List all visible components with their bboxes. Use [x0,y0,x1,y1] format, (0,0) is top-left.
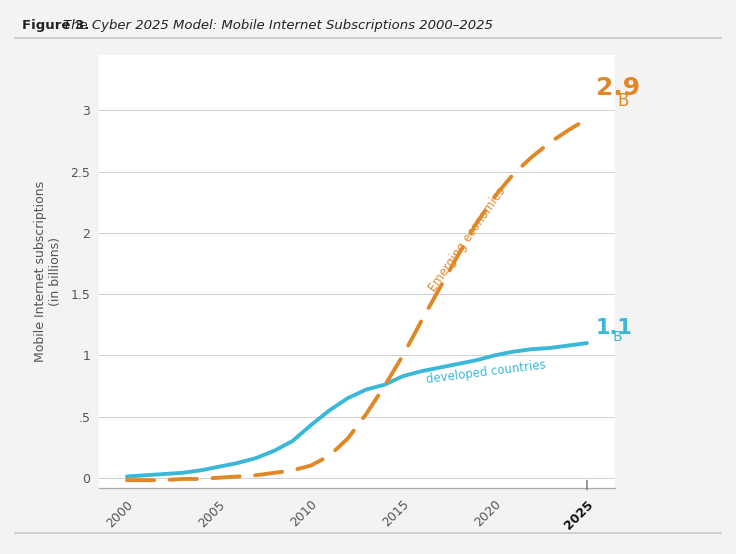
Text: B: B [618,92,629,110]
Text: B: B [613,330,623,344]
Y-axis label: Mobile Internet subscriptions
(in billions): Mobile Internet subscriptions (in billio… [34,181,62,362]
Text: The Cyber 2025 Model: Mobile Internet Subscriptions 2000–2025: The Cyber 2025 Model: Mobile Internet Su… [63,19,492,32]
Text: 2.9: 2.9 [596,76,640,100]
Text: developed countries: developed countries [425,358,546,386]
Text: Figure 3.: Figure 3. [22,19,94,32]
Text: Emerging economies: Emerging economies [426,184,509,294]
Text: 1.1: 1.1 [596,319,633,338]
